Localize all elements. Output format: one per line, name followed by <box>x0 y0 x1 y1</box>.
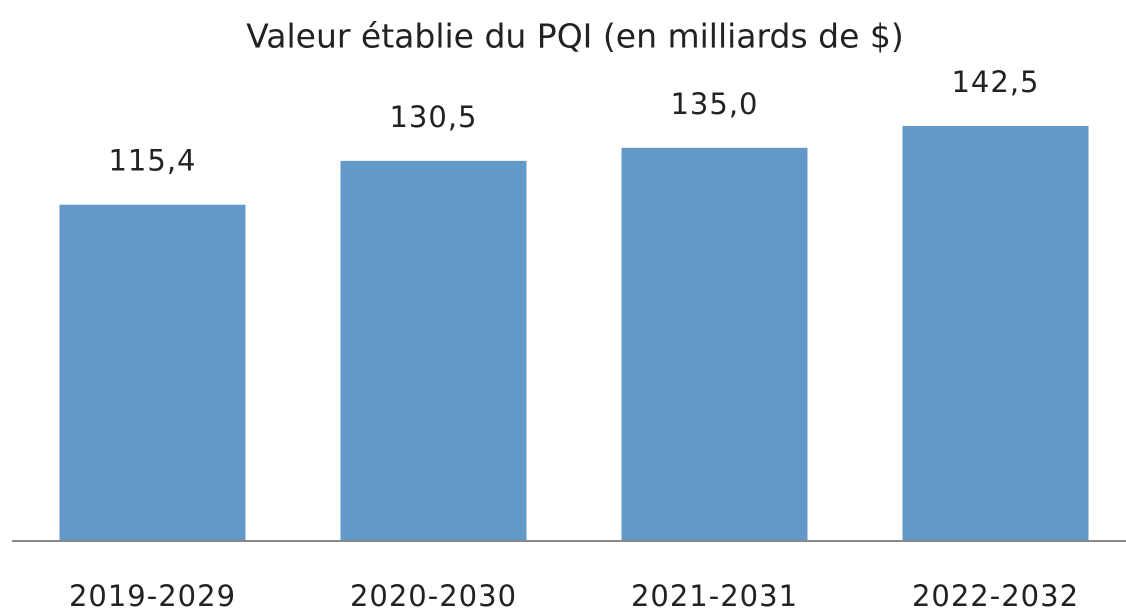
bar <box>902 126 1089 540</box>
x-tick-label: 2019-2029 <box>69 579 236 613</box>
value-label: 142,5 <box>951 65 1039 99</box>
x-tick-label: 2022-2032 <box>912 579 1079 613</box>
chart-title: Valeur établie du PQI (en milliards de $… <box>246 17 904 56</box>
x-tick-label: 2021-2031 <box>631 579 798 613</box>
bar <box>621 147 808 540</box>
bar <box>59 204 246 540</box>
value-label: 135,0 <box>670 87 758 121</box>
x-tick-label: 2020-2030 <box>350 579 517 613</box>
value-label: 130,5 <box>389 100 477 134</box>
value-label: 115,4 <box>108 144 196 178</box>
bar <box>340 160 527 540</box>
